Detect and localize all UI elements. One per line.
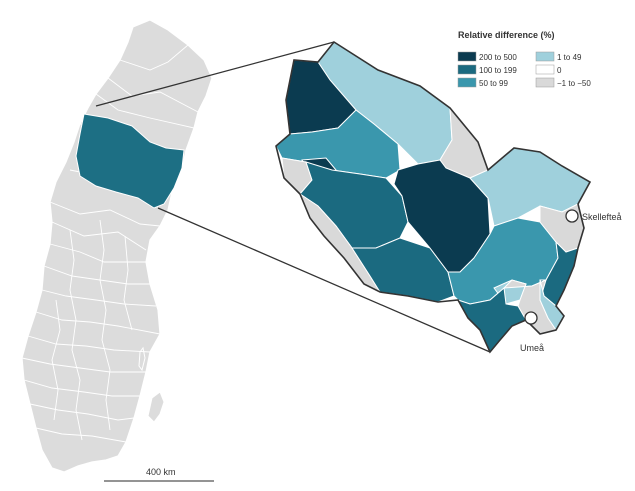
oland-island [138, 346, 146, 372]
scale-bar-label: 400 km [146, 467, 176, 477]
legend-item: −1 to −50 [535, 77, 591, 88]
legend-swatch [457, 51, 477, 62]
sweden-outline [21, 19, 213, 473]
scale-bar: 400 km [104, 467, 214, 482]
legend-label: −1 to −50 [557, 79, 591, 88]
legend-swatch [535, 64, 555, 75]
gotland-island [147, 391, 165, 423]
umea-marker [524, 311, 538, 325]
inset-outline [275, 40, 592, 354]
legend-label: 100 to 199 [479, 66, 517, 75]
umea-label: Umeå [520, 343, 544, 353]
legend-swatch [535, 51, 555, 62]
legend-swatch [535, 77, 555, 88]
skelleftea-marker [565, 209, 579, 223]
legend-item: 1 to 49 [535, 51, 582, 62]
skelleftea-label: Skellefteå [582, 212, 622, 222]
legend-item: 50 to 99 [457, 77, 508, 88]
legend-label: 1 to 49 [557, 53, 582, 62]
legend-swatch [457, 77, 477, 88]
legend-title: Relative difference (%) [458, 30, 555, 40]
legend-label: 0 [557, 66, 562, 75]
inset-connector-lines [95, 41, 491, 353]
city-skelleftea: Skellefteå [565, 209, 622, 223]
legend-label: 50 to 99 [479, 79, 508, 88]
legend-swatch [457, 64, 477, 75]
legend-label: 200 to 500 [479, 53, 517, 62]
vasterbotten-county [75, 113, 185, 209]
sweden-map [21, 19, 213, 473]
inset-map [275, 40, 592, 354]
legend-item: 200 to 500 [457, 51, 517, 62]
legend-item: 0 [535, 64, 562, 75]
legend: Relative difference (%) 200 to 500 1 to … [457, 30, 591, 88]
city-umea: Umeå [520, 311, 544, 353]
legend-item: 100 to 199 [457, 64, 517, 75]
